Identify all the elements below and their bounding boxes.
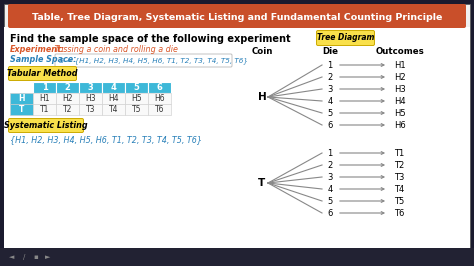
- Text: Table, Tree Diagram, Systematic Listing and Fundamental Counting Principle: Table, Tree Diagram, Systematic Listing …: [32, 13, 442, 22]
- Text: H1: H1: [394, 60, 406, 69]
- Text: T3: T3: [394, 172, 404, 181]
- Bar: [102, 93, 125, 104]
- Bar: [125, 93, 148, 104]
- Text: 1: 1: [328, 148, 333, 157]
- FancyBboxPatch shape: [317, 31, 374, 45]
- Bar: [10, 82, 33, 93]
- Text: 5: 5: [328, 109, 333, 118]
- Bar: [0, 248, 474, 266]
- Text: T4: T4: [394, 185, 404, 193]
- Text: H: H: [18, 94, 25, 103]
- Bar: [125, 104, 148, 115]
- Text: 5: 5: [328, 197, 333, 206]
- Text: H3: H3: [85, 94, 96, 103]
- Text: ◄: ◄: [9, 254, 15, 260]
- FancyBboxPatch shape: [8, 4, 466, 28]
- Text: Coin: Coin: [251, 48, 273, 56]
- Text: Tossing a coin and rolling a die: Tossing a coin and rolling a die: [52, 45, 178, 55]
- Bar: [148, 104, 171, 115]
- Text: 3: 3: [88, 83, 93, 92]
- Text: T2: T2: [63, 105, 72, 114]
- Text: 3: 3: [328, 85, 333, 94]
- Text: 5: 5: [134, 83, 139, 92]
- Text: 2: 2: [328, 73, 333, 81]
- Bar: [10, 104, 33, 115]
- Text: T5: T5: [132, 105, 141, 114]
- Text: H6: H6: [154, 94, 165, 103]
- Text: 6: 6: [156, 83, 163, 92]
- Bar: [79, 104, 102, 115]
- Text: H: H: [258, 92, 266, 102]
- FancyBboxPatch shape: [55, 54, 232, 67]
- Bar: [148, 82, 171, 93]
- Text: ▪: ▪: [34, 254, 38, 260]
- Text: Outcomes: Outcomes: [375, 48, 424, 56]
- Text: 4: 4: [328, 97, 333, 106]
- Text: H2: H2: [394, 73, 406, 81]
- Text: H5: H5: [394, 109, 406, 118]
- Bar: [56, 104, 79, 115]
- Text: {H1, H2, H3, H4, H5, H6, T1, T2, T3, T4, T5, T6}: {H1, H2, H3, H4, H5, H6, T1, T2, T3, T4,…: [10, 135, 202, 144]
- Bar: [79, 93, 102, 104]
- Bar: [33, 104, 56, 115]
- Text: 6: 6: [328, 209, 333, 218]
- Text: H1: H1: [39, 94, 50, 103]
- Bar: [102, 82, 125, 93]
- Text: Die: Die: [322, 48, 338, 56]
- Text: Sample Space:: Sample Space:: [10, 56, 76, 64]
- Text: H4: H4: [108, 94, 119, 103]
- Text: H6: H6: [394, 120, 406, 130]
- Text: T: T: [258, 178, 265, 188]
- Text: T6: T6: [155, 105, 164, 114]
- Text: /: /: [23, 254, 25, 260]
- Text: 4: 4: [110, 83, 117, 92]
- Text: 2: 2: [64, 83, 71, 92]
- Bar: [33, 82, 56, 93]
- Bar: [33, 93, 56, 104]
- Bar: [79, 82, 102, 93]
- Text: 2: 2: [328, 160, 333, 169]
- Text: H5: H5: [131, 94, 142, 103]
- Text: Tabular Method: Tabular Method: [7, 69, 77, 78]
- Text: T1: T1: [394, 148, 404, 157]
- Text: Systematic Listing: Systematic Listing: [4, 121, 88, 130]
- Text: S = {H1, H2, H3, H4, H5, H6, T1, T2, T3, T4, T5, T6}: S = {H1, H2, H3, H4, H5, H6, T1, T2, T3,…: [57, 58, 248, 64]
- Text: Find the sample space of the following experiment: Find the sample space of the following e…: [10, 34, 291, 44]
- FancyBboxPatch shape: [9, 66, 76, 81]
- Bar: [102, 104, 125, 115]
- Text: T1: T1: [40, 105, 49, 114]
- Text: H3: H3: [394, 85, 406, 94]
- Text: Experiment:: Experiment:: [10, 45, 65, 55]
- FancyBboxPatch shape: [9, 118, 83, 132]
- Bar: [148, 93, 171, 104]
- Text: 3: 3: [328, 172, 333, 181]
- Text: T5: T5: [394, 197, 404, 206]
- Text: H4: H4: [394, 97, 406, 106]
- Bar: [125, 82, 148, 93]
- Text: T4: T4: [109, 105, 118, 114]
- Bar: [56, 82, 79, 93]
- Text: ►: ►: [46, 254, 51, 260]
- Text: 4: 4: [328, 185, 333, 193]
- Text: T3: T3: [86, 105, 95, 114]
- Text: T: T: [19, 105, 24, 114]
- Bar: [4, 27, 470, 262]
- Text: 1: 1: [328, 60, 333, 69]
- Text: T2: T2: [394, 160, 404, 169]
- Text: Tree Diagram: Tree Diagram: [317, 34, 374, 43]
- Text: 1: 1: [42, 83, 47, 92]
- Text: T6: T6: [394, 209, 404, 218]
- Text: H2: H2: [62, 94, 73, 103]
- Bar: [10, 93, 33, 104]
- Bar: [56, 93, 79, 104]
- Text: 6: 6: [328, 120, 333, 130]
